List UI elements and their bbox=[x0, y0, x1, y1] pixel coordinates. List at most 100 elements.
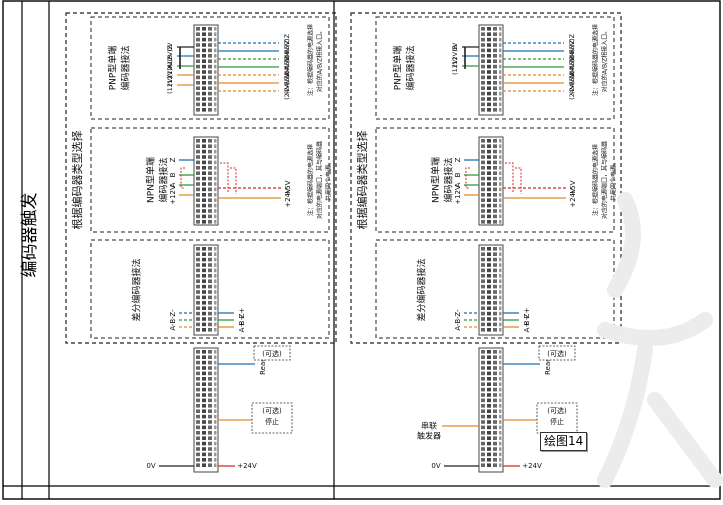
pnp-note: 注：根据编码器的电源选择 bbox=[307, 24, 315, 96]
terminal-pin bbox=[493, 37, 497, 42]
pnp-right-label: (24V) bbox=[283, 82, 291, 100]
terminal-pin bbox=[214, 139, 217, 143]
terminal-pin bbox=[493, 452, 497, 457]
terminal-pin bbox=[202, 27, 206, 31]
terminal-pin bbox=[214, 279, 217, 283]
terminal-pin bbox=[493, 75, 497, 80]
ready-note: (可选) bbox=[547, 349, 567, 358]
terminal-pin bbox=[499, 247, 502, 251]
terminal-pin bbox=[487, 86, 491, 90]
terminal-pin bbox=[196, 301, 200, 305]
terminal-pin bbox=[202, 166, 206, 170]
terminal-pin bbox=[487, 274, 491, 278]
terminal-pin bbox=[202, 366, 206, 370]
terminal-pin bbox=[487, 322, 491, 327]
terminal-pin bbox=[487, 263, 491, 267]
ready-note: (可选) bbox=[262, 349, 282, 358]
npn-note: 共用同个电源。 bbox=[325, 159, 333, 201]
terminal-pin bbox=[208, 328, 212, 332]
terminal-pin bbox=[499, 290, 502, 294]
terminal-pin bbox=[499, 144, 502, 148]
pnp-right-label: (24V)B bbox=[568, 56, 576, 78]
terminal-pin bbox=[214, 404, 217, 408]
terminal-pin bbox=[481, 436, 485, 440]
terminal-pin bbox=[214, 366, 217, 370]
diff-right-label: A+ bbox=[238, 322, 246, 333]
terminal-pin bbox=[487, 257, 491, 262]
npn-left-label: Z bbox=[169, 157, 177, 162]
terminal-pin bbox=[493, 91, 497, 96]
terminal-pin bbox=[196, 81, 200, 85]
terminal-pin bbox=[196, 366, 200, 370]
terminal-pin bbox=[499, 274, 502, 278]
pnp-right-label: (5V)Z bbox=[568, 33, 576, 52]
diff-title: 差分编码器接法 bbox=[131, 258, 143, 321]
terminal-pin bbox=[499, 97, 502, 101]
terminal-pin bbox=[214, 311, 217, 316]
terminal-pin bbox=[196, 27, 200, 31]
terminal-pin bbox=[487, 387, 491, 392]
terminal-pin bbox=[208, 198, 212, 202]
terminal-pin bbox=[481, 328, 485, 332]
terminal-pin bbox=[208, 144, 212, 148]
terminal-pin bbox=[202, 59, 206, 63]
terminal-pin bbox=[487, 166, 491, 170]
terminal-pin bbox=[493, 431, 497, 435]
terminal-pin bbox=[196, 377, 200, 381]
terminal-pin bbox=[481, 458, 485, 462]
diff-right-label: Z+ bbox=[238, 308, 246, 319]
terminal-pin bbox=[202, 458, 206, 462]
terminal-pin bbox=[481, 366, 485, 370]
terminal-pin bbox=[214, 59, 217, 63]
terminal-pin bbox=[499, 377, 502, 381]
terminal-pin bbox=[196, 350, 200, 354]
terminal-pin bbox=[493, 284, 497, 289]
terminal-pin bbox=[208, 97, 212, 101]
terminal-pin bbox=[208, 43, 212, 47]
terminal-pin bbox=[214, 290, 217, 294]
terminal-pin bbox=[196, 37, 200, 42]
terminal-pin bbox=[214, 86, 217, 90]
terminal-pin bbox=[481, 322, 485, 327]
terminal-pin bbox=[208, 458, 212, 462]
terminal-pin bbox=[499, 187, 502, 192]
terminal-pin bbox=[214, 371, 217, 376]
terminal-pin bbox=[214, 97, 217, 101]
terminal-pin bbox=[493, 160, 497, 165]
terminal-pin bbox=[487, 75, 491, 80]
terminal-pin bbox=[487, 209, 491, 213]
terminal-pin bbox=[202, 431, 206, 435]
terminal-pin bbox=[493, 420, 497, 424]
terminal-pin bbox=[214, 252, 217, 256]
terminal-pin bbox=[208, 377, 212, 381]
terminal-pin bbox=[487, 108, 491, 112]
terminal-pin bbox=[487, 431, 491, 435]
terminal-pin bbox=[208, 139, 212, 143]
terminal-pin bbox=[481, 431, 485, 435]
terminal-pin bbox=[487, 176, 491, 181]
terminal-pin bbox=[487, 425, 491, 430]
terminal-pin bbox=[481, 81, 485, 85]
diff-right-label: A+ bbox=[523, 322, 531, 333]
terminal-pin bbox=[202, 279, 206, 283]
terminal-pin bbox=[196, 166, 200, 170]
terminal-pin bbox=[493, 97, 497, 101]
encoder-type-frame bbox=[350, 12, 622, 344]
npn-dashed-link bbox=[505, 162, 522, 194]
terminal-pin bbox=[202, 350, 206, 354]
terminal-pin bbox=[499, 404, 502, 408]
terminal-pin bbox=[202, 398, 206, 403]
npn-frame bbox=[375, 127, 615, 233]
terminal-pin bbox=[493, 322, 497, 327]
terminal-pin bbox=[202, 377, 206, 381]
drawing-label[interactable]: 绘图14 bbox=[540, 432, 588, 451]
terminal-pin bbox=[208, 355, 212, 359]
terminal-pin bbox=[202, 322, 206, 327]
terminal-pin bbox=[208, 284, 212, 289]
terminal-pin bbox=[493, 409, 497, 413]
terminal-pin bbox=[214, 387, 217, 392]
terminal-pin bbox=[202, 420, 206, 424]
terminal-pin bbox=[214, 182, 217, 186]
terminal-pin bbox=[487, 436, 491, 440]
terminal-pin bbox=[208, 75, 212, 80]
